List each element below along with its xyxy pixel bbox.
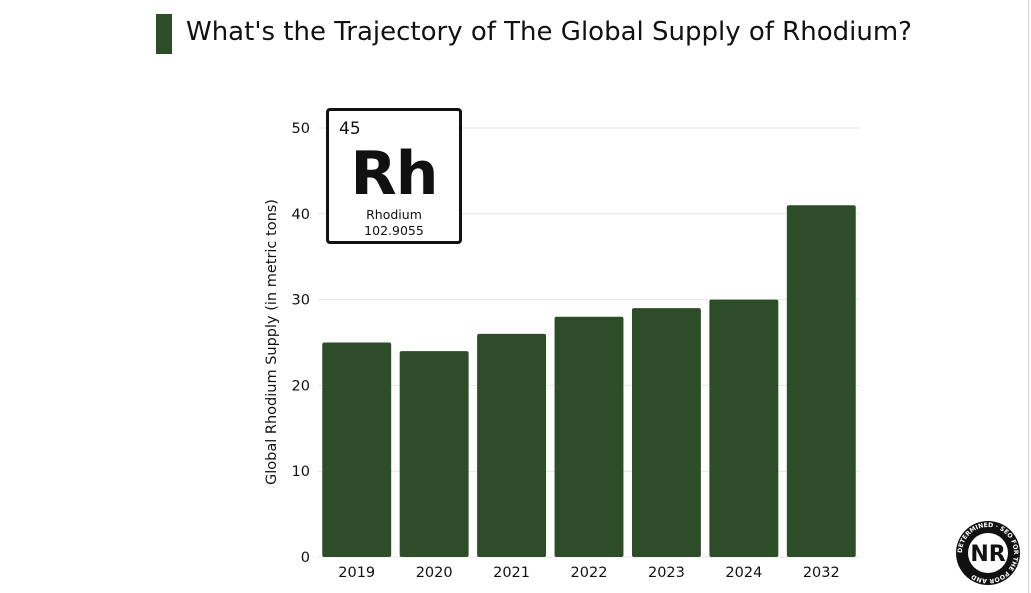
nr-logo: DETERMINED · SEO FOR THE POOR AND NR bbox=[956, 521, 1020, 585]
element-name: Rhodium bbox=[366, 207, 422, 222]
y-tick-label: 40 bbox=[292, 207, 310, 223]
bars bbox=[322, 205, 856, 557]
y-tick-label: 0 bbox=[301, 550, 310, 566]
atomic-mass: 102.9055 bbox=[364, 223, 424, 238]
bar-2020 bbox=[399, 351, 469, 557]
x-tick-label: 2023 bbox=[648, 565, 685, 581]
bar-2022 bbox=[554, 316, 624, 557]
page-title: What's the Trajectory of The Global Supp… bbox=[186, 17, 912, 47]
bar-2021 bbox=[477, 333, 547, 557]
y-axis-label: Global Rhodium Supply (in metric tons) bbox=[264, 199, 280, 485]
element-symbol: Rh bbox=[350, 139, 439, 209]
bar-2023 bbox=[631, 308, 701, 557]
atomic-number: 45 bbox=[339, 119, 361, 139]
x-tick-label: 2019 bbox=[338, 565, 375, 581]
bar-2024 bbox=[709, 299, 779, 557]
x-tick-label: 2022 bbox=[571, 565, 608, 581]
x-tick-label: 2024 bbox=[725, 565, 762, 581]
rhodium-element-card: 45 Rh Rhodium 102.9055 bbox=[326, 108, 462, 244]
x-tick-label: 2032 bbox=[803, 565, 840, 581]
logo-letters: NR bbox=[970, 542, 1005, 567]
y-tick-label: 10 bbox=[292, 464, 310, 480]
x-tick-label: 2020 bbox=[416, 565, 453, 581]
y-tick-label: 20 bbox=[292, 378, 310, 394]
bar-2032 bbox=[786, 205, 856, 557]
y-tick-label: 50 bbox=[292, 121, 310, 137]
bar-2019 bbox=[322, 342, 392, 557]
title-accent-bar bbox=[156, 14, 172, 54]
right-edge-divider bbox=[1028, 0, 1029, 593]
x-axis-ticks: 2019 2020 2021 2022 2023 2024 2032 bbox=[338, 565, 839, 581]
x-tick-label: 2021 bbox=[493, 565, 530, 581]
y-axis-ticks: 0 10 20 30 40 50 bbox=[292, 121, 310, 566]
y-tick-label: 30 bbox=[292, 293, 310, 309]
